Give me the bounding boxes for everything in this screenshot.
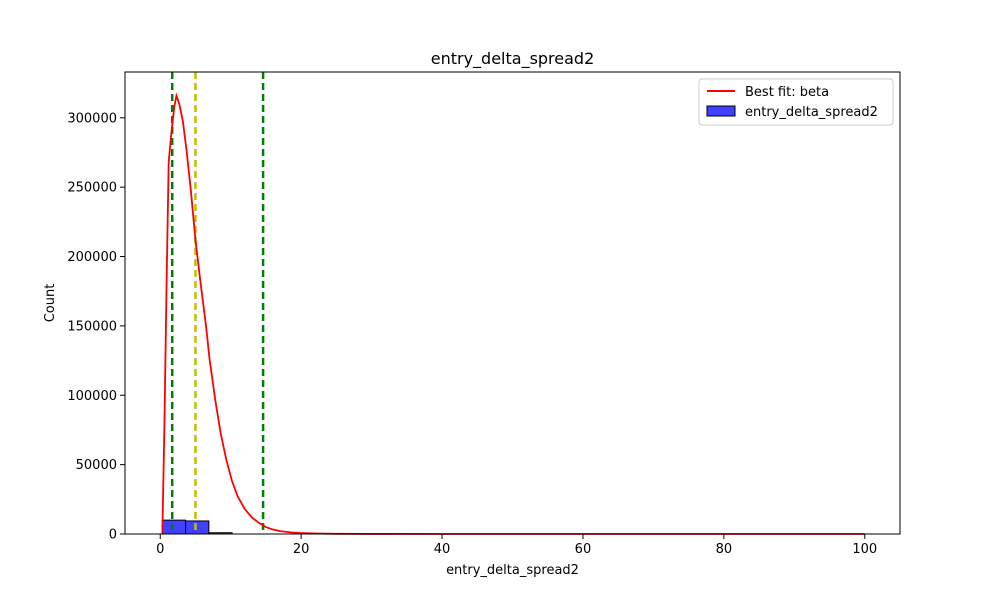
y-tick-label: 200000: [67, 250, 117, 265]
legend-histogram-label: entry_delta_spread2: [745, 105, 878, 120]
y-axis-ticks: 0 50000 100000 150000 200000 250000 300000: [67, 111, 125, 543]
y-tick-label: 100000: [67, 389, 117, 404]
x-tick-label: 60: [575, 542, 592, 557]
chart-title: entry_delta_spread2: [431, 49, 595, 69]
legend-fit-label: Best fit: beta: [745, 85, 829, 100]
x-tick-label: 20: [293, 542, 310, 557]
y-axis-label: Count: [43, 284, 58, 323]
histogram-bar: [161, 519, 187, 535]
y-tick-label: 250000: [67, 181, 117, 196]
x-axis-ticks: 0 20 40 60 80 100: [156, 534, 877, 557]
y-tick-label: 50000: [76, 458, 117, 473]
legend-histogram-swatch: [706, 105, 736, 117]
x-tick-label: 0: [156, 542, 164, 557]
x-tick-label: 80: [716, 542, 733, 557]
legend: Best fit: beta entry_delta_spread2: [698, 78, 894, 126]
x-tick-label: 40: [434, 542, 451, 557]
y-tick-label: 300000: [67, 111, 117, 126]
legend-box: [698, 78, 894, 126]
x-tick-label: 100: [852, 542, 877, 557]
x-axis-label: entry_delta_spread2: [446, 563, 579, 578]
plot-area-frame: [124, 71, 901, 535]
histogram-bar: [185, 520, 210, 535]
histogram-bars: [161, 519, 233, 535]
y-tick-label: 0: [109, 528, 117, 543]
y-tick-label: 150000: [67, 319, 117, 334]
reference-lines: [170, 72, 265, 534]
